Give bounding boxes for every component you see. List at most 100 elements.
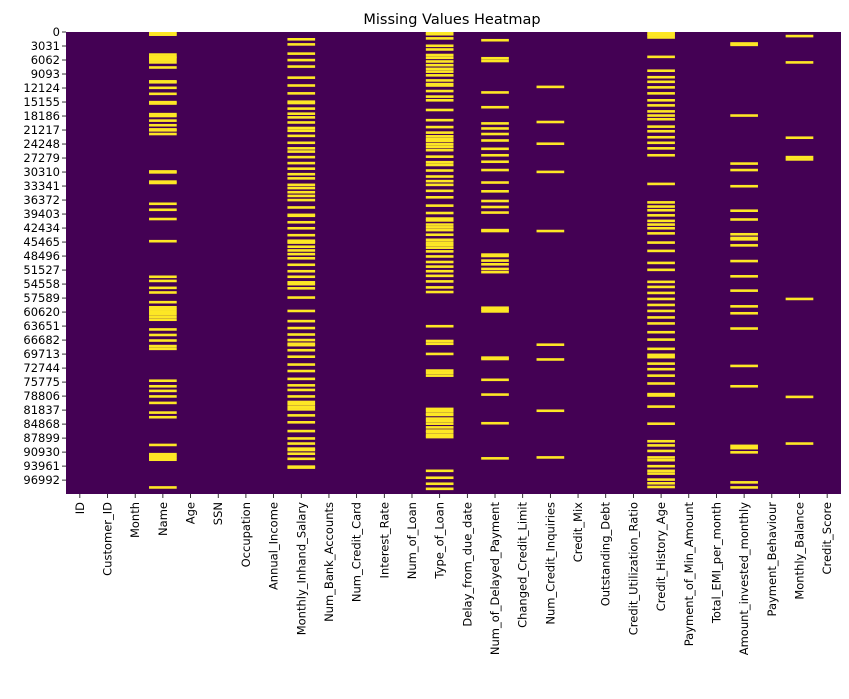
missing-band-credit_history_age-52 bbox=[647, 405, 675, 408]
missing-band-monthly_inhand_salary-67 bbox=[287, 405, 316, 409]
missing-band-type_of_loan-46 bbox=[425, 241, 454, 244]
missing-band-type_of_loan-34 bbox=[425, 183, 454, 187]
missing-band-type_of_loan-60 bbox=[425, 342, 454, 346]
missing-band-monthly_inhand_salary-74 bbox=[287, 447, 316, 450]
missing-band-num_of_delayed_payment-16 bbox=[481, 205, 509, 209]
x-tick-label-credit_history_age: Credit_History_Age bbox=[654, 502, 668, 611]
missing-band-monthly_inhand_salary-77 bbox=[287, 457, 316, 461]
x-tick-label-age: Age bbox=[184, 502, 198, 524]
missing-band-credit_history_age-59 bbox=[647, 464, 675, 468]
missing-band-name-14 bbox=[149, 112, 177, 116]
missing-band-monthly_inhand_salary-59 bbox=[287, 363, 316, 366]
y-tick-label: 75775 bbox=[23, 375, 60, 389]
missing-band-type_of_loan-69 bbox=[425, 417, 454, 420]
missing-band-name-32 bbox=[149, 291, 177, 294]
missing-band-monthly_balance-7 bbox=[785, 442, 814, 445]
missing-band-type_of_loan-44 bbox=[425, 233, 454, 237]
missing-band-monthly_inhand_salary-27 bbox=[287, 190, 316, 194]
missing-band-type_of_loan-43 bbox=[425, 228, 454, 232]
missing-band-name-55 bbox=[149, 456, 177, 460]
missing-band-num_credit_inquiries-7 bbox=[536, 409, 565, 413]
missing-band-type_of_loan-2 bbox=[425, 37, 454, 40]
missing-band-name-44 bbox=[149, 347, 177, 351]
missing-band-type_of_loan-19 bbox=[425, 118, 454, 122]
missing-band-credit_history_age-16 bbox=[647, 135, 675, 139]
missing-band-type_of_loan-30 bbox=[425, 163, 454, 167]
missing-band-monthly_inhand_salary-9 bbox=[287, 101, 316, 105]
missing-band-type_of_loan-66 bbox=[425, 409, 454, 413]
missing-band-amount_invested_monthly-0 bbox=[730, 42, 758, 45]
missing-band-type_of_loan-40 bbox=[425, 219, 454, 222]
missing-band-credit_history_age-48 bbox=[647, 374, 675, 377]
missing-band-credit_history_age-30 bbox=[647, 249, 675, 253]
y-tick-label: 18186 bbox=[23, 109, 60, 123]
missing-band-monthly_inhand_salary-57 bbox=[287, 348, 316, 352]
missing-band-credit_history_age-64 bbox=[647, 485, 675, 489]
missing-band-amount_invested_monthly-18 bbox=[730, 364, 758, 368]
x-tick-label-customer_id: Customer_ID bbox=[101, 502, 115, 576]
missing-band-type_of_loan-39 bbox=[425, 217, 454, 220]
missing-band-monthly_inhand_salary-56 bbox=[287, 343, 316, 347]
missing-band-type_of_loan-52 bbox=[425, 265, 454, 268]
missing-band-type_of_loan-5 bbox=[425, 53, 454, 57]
missing-band-name-22 bbox=[149, 171, 177, 174]
missing-band-credit_history_age-61 bbox=[647, 472, 675, 475]
missing-band-amount_invested_monthly-15 bbox=[730, 305, 758, 308]
missing-band-num_of_delayed_payment-19 bbox=[481, 229, 509, 233]
missing-band-type_of_loan-25 bbox=[425, 142, 454, 146]
missing-band-num_of_delayed_payment-26 bbox=[481, 306, 509, 310]
missing-band-credit_history_age-19 bbox=[647, 153, 675, 157]
missing-band-monthly_inhand_salary-1 bbox=[287, 43, 316, 46]
missing-band-amount_invested_monthly-3 bbox=[730, 162, 758, 165]
missing-band-amount_invested_monthly-1 bbox=[730, 43, 758, 47]
missing-band-monthly_inhand_salary-49 bbox=[287, 296, 316, 299]
missing-band-name-12 bbox=[149, 100, 177, 104]
x-tick-label-total_emi_per_month: Total_EMI_per_month bbox=[709, 502, 723, 624]
missing-band-amount_invested_monthly-21 bbox=[730, 446, 758, 450]
missing-band-name-29 bbox=[149, 275, 177, 279]
missing-band-name-45 bbox=[149, 379, 177, 383]
missing-band-type_of_loan-76 bbox=[425, 435, 454, 439]
missing-band-amount_invested_monthly-6 bbox=[730, 209, 758, 213]
missing-band-credit_history_age-63 bbox=[647, 481, 675, 485]
missing-band-name-46 bbox=[149, 384, 177, 388]
missing-band-monthly_balance-0 bbox=[785, 34, 814, 38]
missing-band-type_of_loan-50 bbox=[425, 255, 454, 258]
missing-band-monthly_inhand_salary-69 bbox=[287, 414, 316, 417]
missing-band-amount_invested_monthly-9 bbox=[730, 236, 758, 240]
missing-band-num_of_delayed_payment-30 bbox=[481, 357, 509, 361]
missing-band-type_of_loan-68 bbox=[425, 413, 454, 417]
missing-band-credit_history_age-39 bbox=[647, 316, 675, 319]
missing-band-credit_history_age-5 bbox=[647, 75, 675, 79]
missing-band-credit_history_age-57 bbox=[647, 456, 675, 459]
x-tick-label-delay_from_due_date: Delay_from_due_date bbox=[460, 502, 474, 627]
missing-band-monthly_inhand_salary-34 bbox=[287, 226, 316, 230]
missing-band-credit_history_age-29 bbox=[647, 241, 675, 244]
missing-band-type_of_loan-56 bbox=[425, 286, 454, 289]
x-tick-label-ssn: SSN bbox=[211, 502, 225, 525]
missing-band-credit_history_age-23 bbox=[647, 208, 675, 212]
missing-band-name-43 bbox=[149, 344, 177, 348]
missing-band-monthly_inhand_salary-5 bbox=[287, 76, 316, 79]
missing-band-num_of_delayed_payment-21 bbox=[481, 254, 509, 258]
missing-band-type_of_loan-24 bbox=[425, 139, 454, 143]
x-tick-label-num_of_delayed_payment: Num_of_Delayed_Payment bbox=[488, 502, 502, 656]
missing-band-amount_invested_monthly-4 bbox=[730, 168, 758, 172]
missing-band-credit_history_age-43 bbox=[647, 347, 675, 351]
missing-band-credit_history_age-32 bbox=[647, 268, 675, 272]
missing-band-type_of_loan-80 bbox=[425, 487, 454, 491]
y-tick-label: 87899 bbox=[23, 431, 60, 445]
missing-band-name-9 bbox=[149, 80, 177, 84]
missing-band-amount_invested_monthly-20 bbox=[730, 444, 758, 448]
missing-band-type_of_loan-41 bbox=[425, 223, 454, 226]
missing-band-type_of_loan-55 bbox=[425, 280, 454, 283]
y-tick-label: 57589 bbox=[23, 291, 60, 305]
missing-band-type_of_loan-75 bbox=[425, 433, 454, 437]
missing-band-monthly_inhand_salary-18 bbox=[287, 147, 316, 150]
missing-band-credit_history_age-21 bbox=[647, 201, 675, 204]
missing-band-monthly_inhand_salary-42 bbox=[287, 256, 316, 260]
missing-band-credit_history_age-46 bbox=[647, 362, 675, 365]
missing-band-name-25 bbox=[149, 202, 177, 206]
missing-band-credit_history_age-35 bbox=[647, 291, 675, 295]
missing-band-monthly_inhand_salary-68 bbox=[287, 408, 316, 411]
